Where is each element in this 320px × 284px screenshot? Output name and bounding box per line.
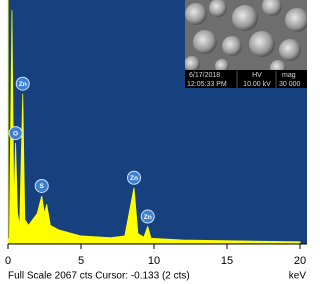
peak-label: Zn (144, 214, 152, 221)
eds-spectrum-window: Zn O S Zn Zn 6/17/2018 12:05:33 PM HV 10.00 … (0, 0, 307, 284)
x-tick-label: 5 (78, 255, 84, 267)
x-tick-label: 15 (221, 255, 233, 267)
status-text: Full Scale 2067 cts Cursor: -0.133 (2 ct… (8, 271, 190, 282)
peak-label: O (13, 130, 18, 137)
x-unit: keV (289, 271, 307, 282)
sem-mag-label: mag (282, 72, 296, 79)
sem-hv: 10.00 kV (243, 81, 271, 88)
peak-label: Zn (130, 175, 138, 182)
x-tick-label: 10 (148, 255, 160, 267)
sem-mag: 30 000 (279, 81, 301, 88)
x-tick-label: 0 (5, 255, 11, 267)
sem-inset: 6/17/2018 12:05:33 PM HV 10.00 kV mag 30… (184, 0, 307, 88)
sem-hv-label: HV (252, 72, 262, 79)
x-tick-label: 20 (294, 255, 306, 267)
sem-date: 6/17/2018 (189, 72, 220, 79)
peak-label: Zn (19, 81, 27, 88)
sem-time: 12:05:33 PM (187, 81, 227, 88)
peak-label: S (40, 183, 45, 190)
